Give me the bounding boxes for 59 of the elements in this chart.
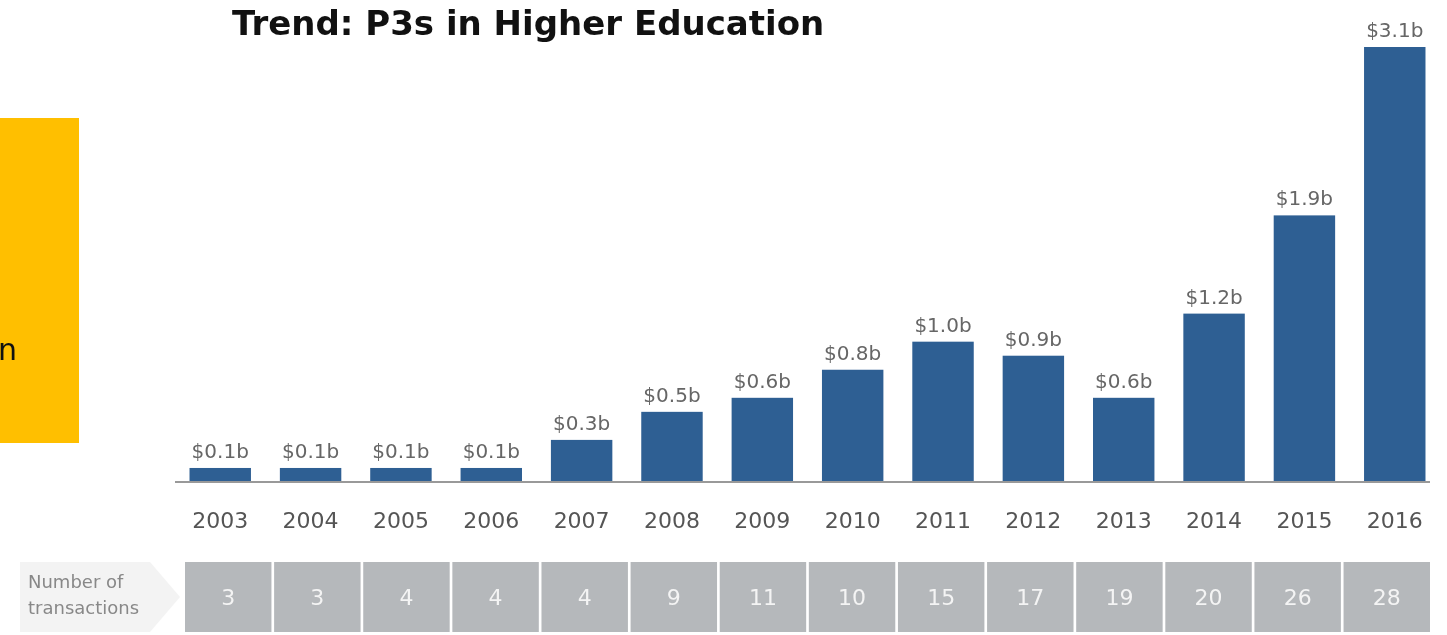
bar bbox=[1273, 215, 1336, 482]
x-tick-label: 2012 bbox=[1005, 508, 1062, 533]
data-label: $0.8b bbox=[824, 340, 882, 365]
x-tick-label: 2016 bbox=[1366, 508, 1423, 533]
data-label: 3 bbox=[221, 585, 236, 610]
x-tick-label: 2013 bbox=[1095, 508, 1152, 533]
data-label: $3.1b bbox=[1366, 18, 1424, 42]
data-label: 4 bbox=[399, 585, 414, 610]
bar bbox=[1093, 397, 1155, 482]
x-tick-label: 2015 bbox=[1276, 508, 1333, 533]
data-label: 26 bbox=[1283, 585, 1312, 610]
data-label: 3 bbox=[310, 585, 325, 610]
data-label: $0.1b bbox=[281, 438, 340, 463]
x-tick-label: 2006 bbox=[463, 508, 520, 533]
text: Number of transactions bbox=[28, 571, 140, 618]
data-label: $0.1b bbox=[462, 438, 520, 463]
data-label: $0.1b bbox=[372, 438, 430, 463]
data-label: 11 bbox=[748, 585, 777, 610]
x-tick-label: 2005 bbox=[372, 508, 429, 533]
data-label: 19 bbox=[1105, 585, 1134, 610]
data-label: 10 bbox=[838, 585, 867, 610]
data-label: $0.1b bbox=[191, 438, 249, 463]
x-tick-label: 2009 bbox=[734, 508, 791, 533]
data-label: 4 bbox=[488, 585, 503, 610]
bar bbox=[641, 411, 703, 482]
data-label: $0.3b bbox=[553, 410, 611, 435]
bar bbox=[821, 369, 884, 482]
bar bbox=[189, 467, 251, 482]
bar bbox=[912, 341, 974, 482]
text: n bbox=[0, 332, 18, 367]
x-tick-label: 2008 bbox=[643, 508, 700, 533]
data-label: $1.0b bbox=[914, 312, 972, 337]
x-tick-label: 2003 bbox=[192, 508, 249, 533]
data-label: 4 bbox=[577, 585, 592, 610]
data-label: $1.9b bbox=[1275, 186, 1334, 211]
bar bbox=[1183, 313, 1245, 482]
data-label: 28 bbox=[1372, 585, 1401, 610]
x-tick-label: 2011 bbox=[915, 508, 972, 533]
bar bbox=[1364, 47, 1426, 482]
bar bbox=[731, 397, 794, 482]
x-tick-label: 2007 bbox=[553, 508, 610, 533]
bar bbox=[460, 467, 522, 482]
bar bbox=[550, 439, 613, 482]
x-tick-label: 2004 bbox=[282, 508, 339, 533]
chart-title: Trend: P3s in Higher Education bbox=[232, 3, 825, 43]
bar bbox=[1002, 355, 1065, 482]
bar bbox=[279, 467, 342, 482]
data-label: 9 bbox=[666, 585, 681, 610]
data-label: $0.6b bbox=[733, 368, 791, 393]
data-label: $0.9b bbox=[1004, 326, 1062, 351]
data-label: 17 bbox=[1016, 585, 1045, 610]
x-tick-label: 2010 bbox=[824, 508, 881, 533]
data-label: $0.5b bbox=[643, 382, 701, 407]
data-label: 20 bbox=[1194, 585, 1223, 610]
x-tick-label: 2014 bbox=[1186, 508, 1243, 533]
bar bbox=[370, 467, 432, 482]
data-label: $1.2b bbox=[1185, 284, 1243, 309]
data-label: 15 bbox=[927, 585, 956, 610]
data-label: $0.6b bbox=[1095, 368, 1153, 393]
